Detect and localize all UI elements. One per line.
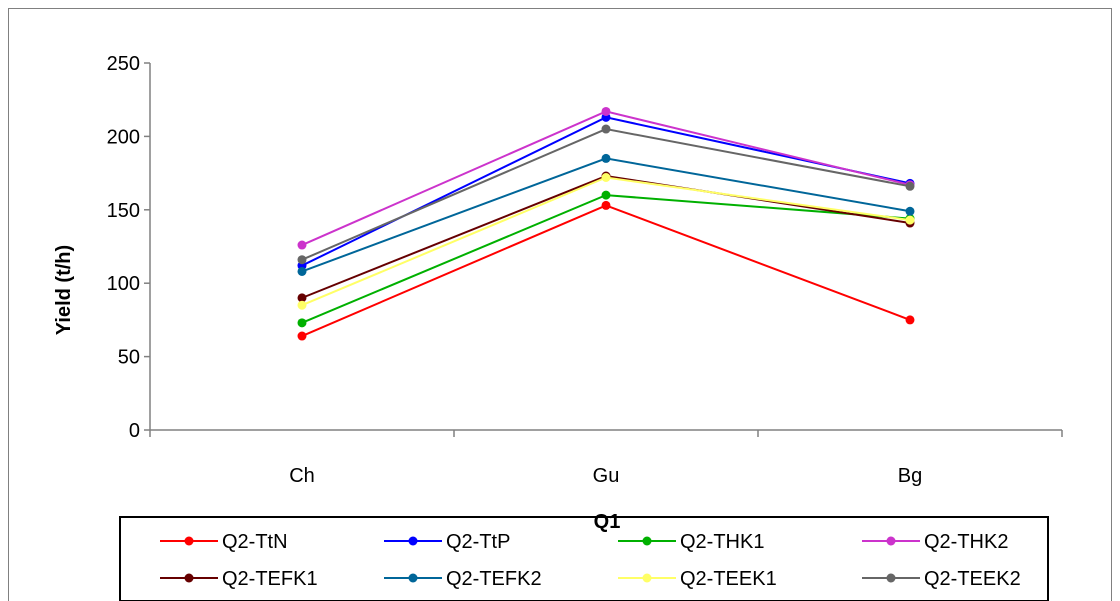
data-point-q2-tefk2 [601, 153, 611, 163]
data-point-q2-teek2 [905, 181, 915, 191]
data-point-q2-teek1 [297, 300, 307, 310]
data-point-q2-thk2 [297, 240, 307, 250]
legend-label-q2-thk2: Q2-THK2 [924, 531, 1008, 553]
data-point-q2-ttn [601, 200, 611, 210]
legend-label-q2-ttn: Q2-TtN [222, 531, 288, 553]
legend-label-q2-ttp: Q2-TtP [446, 531, 510, 553]
y-tick-label: 200 [107, 126, 140, 148]
x-axis-title: Q1 [594, 511, 621, 533]
y-tick-label: 150 [107, 200, 140, 222]
data-point-q2-tefk2 [297, 266, 307, 276]
legend-label-q2-tefk1: Q2-TEFK1 [222, 568, 318, 590]
legend: Q2-TtN Q2-TtP Q2-THK1 Q2-THK2 Q2-TEFK1 Q2-TEF… [160, 531, 1021, 590]
legend-marker-q2-thk2 [886, 536, 896, 546]
legend-box [119, 516, 1049, 601]
x-tick-label: Gu [593, 465, 620, 487]
legend-marker-q2-tefk1 [184, 573, 194, 583]
chart-frame [8, 8, 1112, 601]
data-point-q2-teek2 [601, 124, 611, 134]
legend-marker-q2-teek2 [886, 573, 896, 583]
data-point-q2-ttn [905, 315, 915, 325]
legend-label-q2-teek1: Q2-TEEK1 [680, 568, 777, 590]
y-tick-label: 250 [107, 53, 140, 75]
legend-label-q2-teek2: Q2-TEEK2 [924, 568, 1021, 590]
series-line-q2-ttn [301, 204, 911, 337]
data-point-q2-tefk2 [905, 206, 915, 216]
legend-marker-q2-ttp [408, 536, 418, 546]
data-point-q2-ttn [297, 331, 307, 341]
data-point-q2-thk1 [601, 190, 611, 200]
y-tick-label: 50 [118, 347, 140, 369]
data-point-q2-teek1 [601, 173, 611, 183]
series-line-q2-thk1 [301, 194, 911, 324]
data-point-q2-thk2 [601, 106, 611, 116]
axes: 0 50 100 150 200 250 Ch Gu Bg [107, 53, 1063, 487]
x-tick-label: Bg [898, 465, 922, 487]
data-point-q2-tefk1 [297, 293, 307, 303]
legend-marker-q2-ttn [184, 536, 194, 546]
legend-marker-q2-thk1 [642, 536, 652, 546]
legend-label-q2-tefk2: Q2-TEFK2 [446, 568, 542, 590]
legend-label-q2-thk1: Q2-THK1 [680, 531, 764, 553]
x-tick-label: Ch [289, 465, 315, 487]
data-point-q2-teek2 [297, 255, 307, 265]
y-axis-title: Yield (t/h) [53, 245, 75, 335]
data-point-q2-thk1 [297, 318, 307, 328]
legend-marker-q2-tefk2 [408, 573, 418, 583]
data-point-q2-teek1 [905, 215, 915, 225]
y-tick-label: 100 [107, 273, 140, 295]
y-tick-label: 0 [129, 420, 140, 442]
legend-marker-q2-teek1 [642, 573, 652, 583]
series-layer [297, 106, 915, 341]
